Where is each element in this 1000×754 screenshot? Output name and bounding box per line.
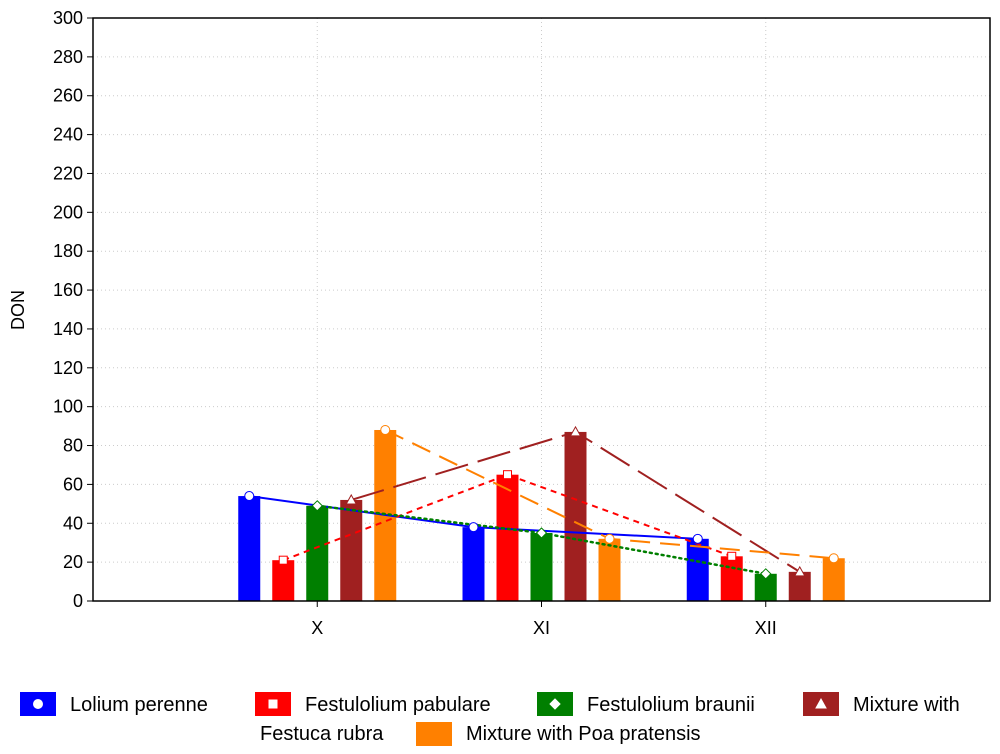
y-axis-label: DON (8, 290, 28, 330)
y-tick-label: 120 (53, 358, 83, 378)
series-line (282, 473, 733, 562)
data-marker (727, 551, 737, 561)
legend-label: Mixture with (853, 694, 960, 716)
legend-label: Festuca rubra (260, 723, 384, 745)
data-marker (311, 500, 323, 512)
y-tick-label: 0 (73, 591, 83, 611)
legend-label: Lolium perenne (70, 694, 208, 716)
data-marker (468, 522, 479, 533)
y-tick-label: 280 (53, 47, 83, 67)
bar (306, 505, 329, 601)
data-marker (535, 527, 548, 539)
y-tick-label: 260 (53, 86, 83, 106)
series-markers (244, 424, 839, 580)
data-marker (268, 699, 278, 709)
data-marker (692, 533, 703, 544)
bar (238, 496, 261, 601)
y-tick-label: 300 (53, 8, 83, 28)
bar (340, 499, 363, 601)
data-marker (278, 555, 288, 565)
data-marker (244, 491, 255, 502)
y-tick-label: 160 (53, 280, 83, 300)
bar (530, 532, 553, 601)
bar (754, 573, 777, 601)
data-marker (760, 568, 772, 580)
y-tick-label: 180 (53, 241, 83, 261)
x-tick-label: XI (533, 618, 550, 638)
data-marker (828, 553, 839, 564)
data-marker (569, 425, 582, 437)
x-tick-label: XII (755, 618, 777, 638)
legend-label: Mixture with Poa pratensis (466, 723, 701, 745)
y-tick-label: 40 (63, 513, 83, 533)
bar (272, 560, 295, 601)
legend: Lolium perenne Festulolium pabulare Festul… (20, 692, 960, 746)
plot-frame (92, 17, 991, 602)
bar (496, 474, 519, 601)
legend-swatch (416, 722, 452, 746)
bar (686, 538, 709, 601)
data-marker (793, 565, 806, 577)
y-tick-label: 80 (63, 436, 83, 456)
y-tick-label: 200 (53, 202, 83, 222)
series-line (316, 504, 767, 576)
bar (788, 571, 811, 601)
legend-label: Festulolium braunii (587, 694, 755, 716)
bar (462, 527, 485, 601)
bar (598, 538, 621, 601)
data-marker (503, 470, 512, 480)
bar (822, 558, 845, 601)
y-tick-label: 240 (53, 125, 83, 145)
grid (93, 18, 990, 601)
y-tick-label: 60 (63, 474, 83, 494)
data-marker (549, 698, 561, 710)
y-tick-label: 20 (63, 552, 83, 572)
legend-label: Festulolium pabulare (305, 694, 491, 716)
y-tick-label: 220 (53, 163, 83, 183)
bar (564, 431, 587, 601)
data-marker (380, 424, 391, 435)
bars (238, 429, 845, 601)
x-axis-ticks: X XI XII (311, 601, 777, 638)
x-tick-label: X (311, 618, 323, 638)
y-axis-ticks: 0 20 40 60 80 100 120 140 160 180 200 220 240 260 280 3… (53, 8, 93, 611)
data-marker (345, 493, 358, 505)
y-tick-label: 100 (53, 397, 83, 417)
bar (720, 556, 743, 601)
data-marker (604, 533, 615, 544)
data-marker (815, 697, 827, 709)
data-marker (33, 699, 43, 709)
y-tick-label: 140 (53, 319, 83, 339)
